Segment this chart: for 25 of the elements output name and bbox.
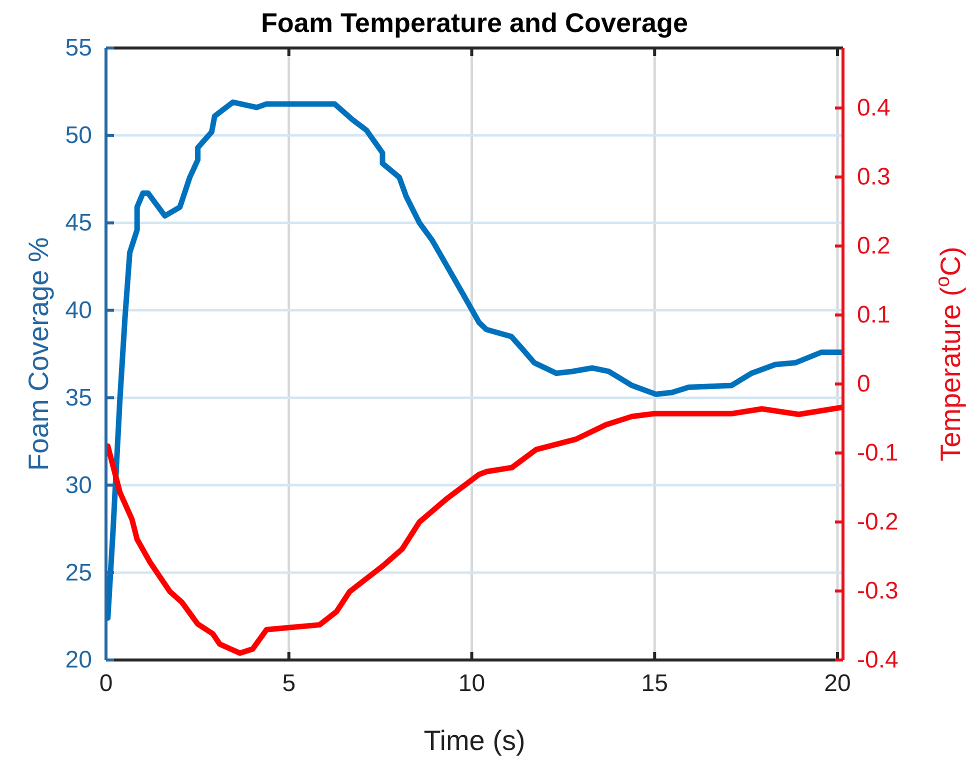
y2-tick-label: -0.2: [857, 508, 898, 536]
y2-tick-label: -0.3: [857, 578, 898, 605]
x-tick-label: 20: [824, 670, 851, 698]
y-tick-label: 30: [65, 472, 92, 499]
y2-tick-label: 0.2: [857, 232, 890, 260]
y-axis-title: Foam Coverage %: [23, 237, 54, 471]
x-axis-title: Time (s): [424, 725, 526, 756]
y-tick-label: 35: [65, 384, 92, 412]
x-tick-label: 0: [99, 670, 113, 698]
y2-tick-label: 0.4: [857, 94, 890, 122]
y2-tick-label: -0.4: [857, 646, 898, 674]
y2-tick-label: -0.1: [857, 440, 898, 467]
x-tick-label: 15: [641, 670, 668, 698]
y2-tick-label: 0.3: [857, 164, 890, 191]
y2-tick-label: 0: [857, 370, 870, 398]
y-tick-label: 50: [65, 122, 92, 150]
y-tick-label: 45: [65, 210, 92, 237]
y2-tick-label: 0.1: [857, 302, 890, 329]
y-tick-label: 40: [65, 296, 92, 324]
y-tick-label: 55: [65, 34, 92, 62]
x-tick-label: 10: [458, 670, 486, 698]
y-tick-label: 20: [65, 646, 92, 674]
x-tick-label: 5: [282, 670, 296, 698]
chart-title: Foam Temperature and Coverage: [260, 8, 688, 38]
y-tick-label: 25: [65, 559, 92, 586]
